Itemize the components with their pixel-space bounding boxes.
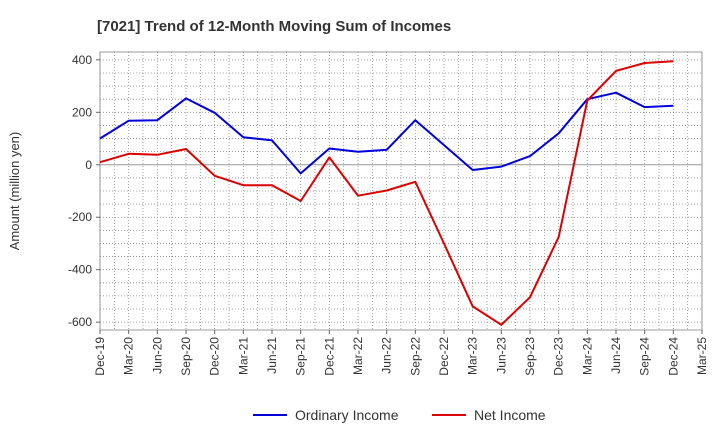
legend: Ordinary Income Net Income: [253, 407, 546, 423]
x-tick-label: Dec-23: [552, 337, 566, 376]
x-tick-label: Sep-24: [638, 337, 652, 376]
x-tick-label: Dec-22: [437, 337, 451, 376]
y-tick-label: 200: [72, 105, 92, 119]
chart-title: [7021] Trend of 12-Month Moving Sum of I…: [97, 18, 451, 35]
x-tick-label: Jun-24: [609, 337, 623, 374]
x-tick-label: Jun-22: [380, 337, 394, 374]
y-tick-label: 400: [72, 53, 92, 67]
legend-label-net-income: Net Income: [474, 407, 546, 423]
y-tick-label: -200: [68, 210, 92, 224]
net-income-line: [99, 60, 674, 326]
x-tick-label: Sep-22: [408, 337, 422, 376]
y-tick-label: -600: [68, 315, 92, 329]
x-axis-ticks: Dec-19 Mar-20 Jun-20 Sep-20 Dec-20 Mar-21 Jun-…: [93, 330, 709, 376]
y-axis-ticks: 400 200 0 -200 -400 -600: [68, 53, 100, 329]
x-tick-label: Jun-23: [494, 337, 508, 374]
x-tick-label: Mar-23: [466, 337, 480, 375]
x-tick-label: Jun-20: [150, 337, 164, 374]
x-tick-label: Dec-19: [93, 337, 107, 376]
legend-label-ordinary-income: Ordinary Income: [295, 407, 399, 423]
x-tick-label: Sep-23: [523, 337, 537, 376]
y-tick-label: 0: [85, 158, 92, 172]
x-tick-label: Mar-20: [122, 337, 136, 375]
y-axis-label: Amount (million yen): [7, 132, 22, 251]
x-tick-label: Mar-21: [236, 337, 250, 375]
x-tick-label: Mar-22: [351, 337, 365, 375]
x-tick-label: Sep-20: [179, 337, 193, 376]
series-lines: [99, 60, 674, 326]
x-tick-label: Dec-24: [666, 337, 680, 376]
x-tick-label: Dec-20: [208, 337, 222, 376]
x-tick-label: Dec-21: [322, 337, 336, 376]
ordinary-income-line: [99, 91, 674, 175]
x-tick-label: Mar-24: [580, 337, 594, 375]
x-tick-label: Sep-21: [294, 337, 308, 376]
y-tick-label: -400: [68, 263, 92, 277]
x-tick-label: Jun-21: [265, 337, 279, 374]
x-tick-label: Mar-25: [695, 337, 709, 375]
